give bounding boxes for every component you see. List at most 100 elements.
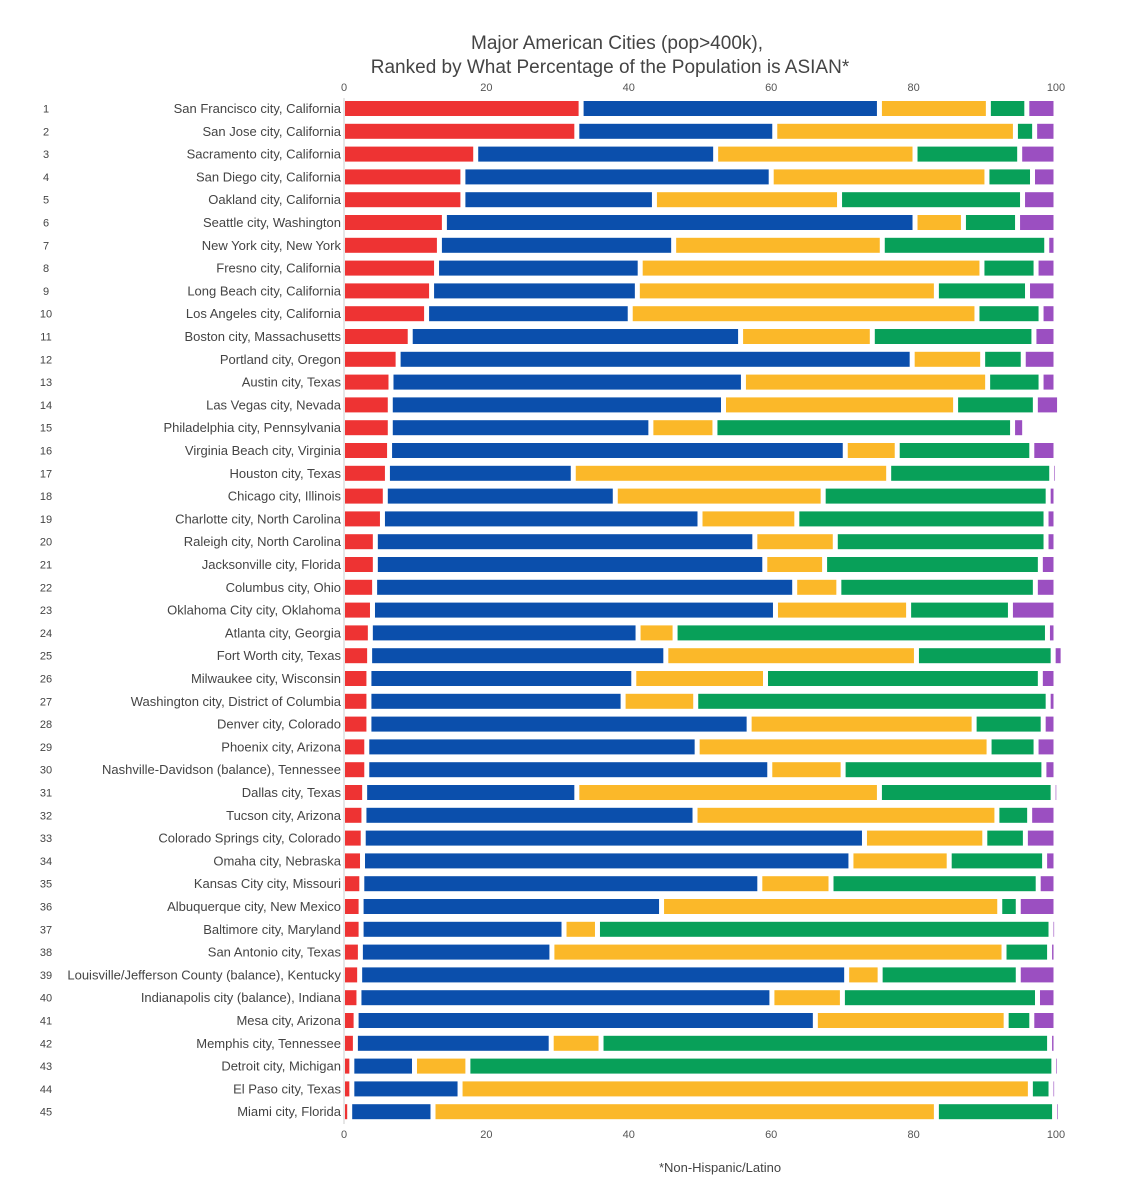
chart-title-line-1: Major American Cities (pop>400k), <box>471 33 763 54</box>
rank-label: 8 <box>43 263 49 275</box>
rank-label: 5 <box>43 195 49 207</box>
city-label: Austin city, Texas <box>242 375 342 390</box>
footnote: *Non-Hispanic/Latino <box>659 1160 781 1175</box>
bar-row: 45 Miami city, Florida <box>40 1104 1058 1120</box>
bar-segment-5 <box>1053 921 1055 937</box>
city-label: Albuquerque city, New Mexico <box>167 899 341 914</box>
bar-segment-1 <box>345 192 461 208</box>
city-label: New York city, New York <box>202 238 342 253</box>
rank-label: 2 <box>43 126 49 138</box>
bar-segment-5 <box>1052 1035 1054 1051</box>
bar-segment-1 <box>345 557 373 572</box>
bar-segment-1 <box>345 876 360 892</box>
bar-row: 17 Houston city, Texas <box>40 465 1055 481</box>
bar-row: 16 Virginia Beach city, Virginia <box>40 443 1054 458</box>
bar-segment-1 <box>345 374 389 390</box>
city-label: Washington city, District of Columbia <box>131 694 342 709</box>
bar-row: 37 Baltimore city, Maryland <box>40 921 1055 937</box>
bar-segment-2 <box>392 443 843 458</box>
bar-segment-1 <box>345 465 385 481</box>
bar-segment-4 <box>837 534 1044 550</box>
bar-segment-3 <box>743 329 870 344</box>
rank-label: 1 <box>43 104 49 116</box>
bar-segment-2 <box>372 648 664 664</box>
bar-segment-5 <box>1037 397 1058 413</box>
bar-segment-1 <box>345 260 435 276</box>
bar-segment-4 <box>899 443 1030 458</box>
bar-segment-3 <box>642 260 980 276</box>
bar-segment-2 <box>446 215 913 230</box>
bar-segment-1 <box>345 306 425 322</box>
bar-segment-2 <box>371 693 621 709</box>
bar-segment-5 <box>1037 123 1054 139</box>
bar-segment-3 <box>757 534 833 550</box>
bar-row: 39 Louisville/Jefferson County (balance),… <box>40 967 1054 983</box>
bar-row: 27 Washington city, District of Columbia <box>40 693 1054 709</box>
bar-segment-1 <box>345 807 362 823</box>
bar-segment-2 <box>377 534 753 550</box>
bar-segment-1 <box>345 146 474 162</box>
bar-segment-1 <box>345 785 363 800</box>
bar-segment-1 <box>345 1035 353 1051</box>
bar-segment-1 <box>345 534 373 550</box>
bar-segment-4 <box>599 921 1049 937</box>
city-label: Louisville/Jefferson County (balance), K… <box>67 967 341 982</box>
city-label: Omaha city, Nebraska <box>213 853 341 868</box>
bar-segment-1 <box>345 693 367 709</box>
bar-segment-4 <box>965 215 1016 230</box>
bar-segment-5 <box>1040 876 1054 892</box>
city-label: Denver city, Colorado <box>217 717 341 732</box>
bar-segment-1 <box>345 169 461 185</box>
bar-segment-4 <box>1017 123 1033 139</box>
bar-segment-2 <box>465 169 769 185</box>
bar-segment-3 <box>632 306 975 322</box>
bar-segment-1 <box>345 123 575 139</box>
bar-row: 3 Sacramento city, California <box>43 146 1054 162</box>
bar-row: 20 Raleigh city, North Carolina <box>40 534 1054 550</box>
bar-segment-5 <box>1020 215 1054 230</box>
bar-segment-2 <box>366 807 693 823</box>
bar-segment-1 <box>345 944 358 960</box>
bar-segment-5 <box>1038 260 1054 276</box>
bar-segment-4 <box>958 397 1033 413</box>
bar-segment-2 <box>369 762 768 778</box>
rank-label: 6 <box>43 218 49 230</box>
x-tick-top-40: 40 <box>623 82 635 94</box>
bar-segment-1 <box>345 511 380 527</box>
city-label: San Francisco city, California <box>174 101 342 116</box>
city-label: Virginia Beach city, Virginia <box>185 443 342 458</box>
bar-segment-4 <box>891 465 1050 481</box>
bar-segment-2 <box>358 1013 813 1028</box>
bar-segment-2 <box>400 351 910 367</box>
bar-segment-3 <box>668 648 914 664</box>
rank-label: 4 <box>43 172 49 184</box>
bar-segment-1 <box>345 602 370 618</box>
bar-segment-3 <box>917 215 961 230</box>
rank-label: 31 <box>40 788 52 800</box>
rank-label: 22 <box>40 582 52 594</box>
bar-segment-3 <box>914 351 981 367</box>
bar-segment-1 <box>345 990 357 1006</box>
bar-row: 14 Las Vegas city, Nevada <box>40 397 1058 413</box>
bar-segment-3 <box>797 579 837 595</box>
bar-row: 2 San Jose city, California <box>43 123 1054 139</box>
bar-segment-2 <box>374 602 773 618</box>
city-label: Oakland city, California <box>208 192 341 207</box>
bar-segment-4 <box>917 146 1018 162</box>
bar-segment-3 <box>554 944 1002 960</box>
bar-segment-4 <box>841 579 1033 595</box>
bar-segment-2 <box>354 1058 412 1074</box>
rank-label: 35 <box>40 879 52 891</box>
bar-segment-4 <box>827 557 1038 572</box>
city-label: Mesa city, Arizona <box>236 1013 341 1028</box>
bar-row: 6 Seattle city, Washington <box>43 215 1054 230</box>
rank-label: 44 <box>40 1084 52 1096</box>
bar-segment-4 <box>976 716 1041 732</box>
bar-segment-1 <box>345 215 442 230</box>
bar-segment-1 <box>345 329 408 344</box>
city-label: Detroit city, Michigan <box>221 1059 341 1074</box>
bar-row: 33 Colorado Springs city, Colorado <box>40 830 1054 846</box>
bar-segment-2 <box>367 785 575 800</box>
bar-segment-4 <box>991 739 1034 755</box>
bar-segment-3 <box>853 853 947 869</box>
